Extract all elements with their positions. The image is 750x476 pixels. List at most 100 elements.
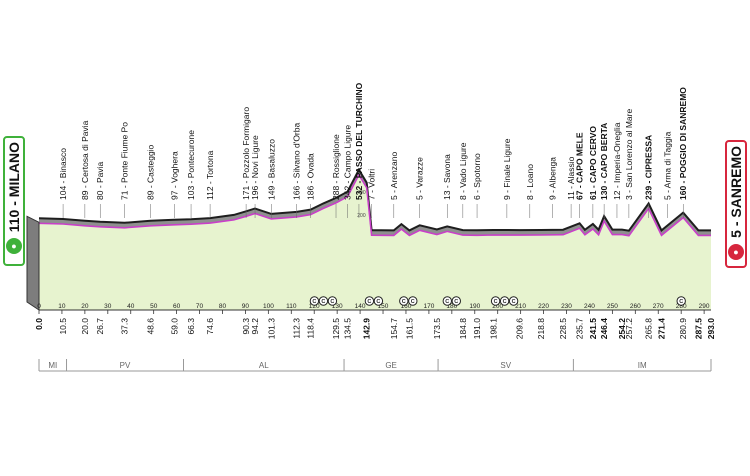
x-tick-label: 50 [150,303,158,310]
route-marker [399,296,409,306]
finish-badge: 5 - SANREMO ● [725,140,747,268]
regions-layer: MI PV AL GE SV IM [38,359,712,372]
x-tick-label: 210 [515,303,526,310]
distance-label: 154.7 [389,318,399,340]
x-tick-label: 250 [607,303,618,310]
alt-tick-label: 200 [357,213,366,219]
x-tick-label: 120 [309,303,320,310]
location-label: 112 - Tortona [205,150,215,200]
distance-label: 209.6 [515,318,525,340]
alt-tick-label: 400 [357,190,366,196]
distance-label: 265.8 [644,318,654,340]
distance-label: 10.5 [58,318,68,335]
region-label: IM [638,361,647,370]
location-label: 89 - Certosa di Pavia [80,120,90,200]
location-label: 6 - Spotorno [472,153,482,200]
distance-label: 37.3 [120,318,130,335]
x-tick-label: 130 [332,303,343,310]
ground-fill [39,173,711,310]
x-tick-label: 220 [538,303,549,310]
distance-label: 134.5 [343,318,353,340]
route-marker [309,296,320,306]
location-label: 9 - Finale Ligure [502,138,512,200]
x-tick-label: 30 [104,303,112,310]
route-marker-symbol: C [402,299,406,305]
distance-label: 142.9 [362,318,372,340]
location-label: 5 - Arma di Taggia [662,131,672,200]
x-tick-label: 170 [423,303,434,310]
region-label: SV [500,361,511,370]
x-tick-label: 40 [127,303,135,310]
region-label: GE [385,361,397,370]
location-label: 104 - Binasco [58,148,68,200]
route-marker [318,296,329,306]
distance-label: 280.9 [678,318,688,340]
location-label: 288 - Rossiglione [331,134,341,200]
region-label: AL [259,361,269,370]
location-label: 166 - Silvano d'Orba [292,123,302,200]
region-label: MI [48,361,57,370]
profile-layer [26,167,711,311]
location-label: 171 - Pozzolo Formigaro [241,107,251,200]
route-marker-symbol: C [376,299,380,305]
location-label: 103 - Pontecurone [186,130,196,200]
distance-label: 161.5 [404,318,414,340]
x-tick-label: 240 [584,303,595,310]
distance-label: 118.4 [306,318,316,339]
distance-label: 74.6 [205,318,215,335]
location-label: 239 - CIPRESSA [644,135,654,200]
distance-label: 254.2 [617,318,627,340]
location-label: 196 - Novi Ligure [250,135,260,200]
start-block [26,215,40,311]
x-tick-label: 80 [219,303,227,310]
distance-label: 246.4 [599,318,609,340]
distance-label: 191.0 [472,318,482,340]
location-label: 71 - Ponte Fiume Po [120,122,130,200]
location-label: 9 - Albenga [548,157,558,200]
location-label: 130 - CAPO BERTA [599,123,609,200]
distances-layer: 0.0 10.5 20.0 26.7 37.3 48.6 59.0 66.3 74.6 90.39… [34,318,716,340]
location-label: 3 - San Lorenzo al Mare [624,109,634,200]
distance-label: 66.3 [186,318,196,335]
x-tick-label: 190 [469,303,480,310]
region-label: PV [120,361,131,370]
route-marker-symbol: C [454,299,458,305]
distance-label: 271.4 [657,318,667,340]
x-tick-label: 200 [492,303,503,310]
locations-layer: 104 - Binasco 89 - Certosa di Pavia 80 - P… [58,82,688,218]
route-marker-symbol: C [494,299,498,305]
x-tick-label: 160 [401,303,412,310]
location-label: 12 - Imperia-Oneglia [612,122,622,200]
distance-label: 257.2 [624,318,634,340]
distance-label: 218.8 [536,318,546,340]
ground-layer [39,173,711,310]
location-label: 97 - Voghera [169,151,179,200]
profile-line [38,167,711,232]
location-label: 5 - Arenzano [389,152,399,200]
route-marker-symbol: C [679,299,683,305]
route-marker-symbol: C [445,299,449,305]
x-tick-label: 260 [630,303,641,310]
route-marker [490,296,501,306]
x-tick-label: 230 [561,303,572,310]
location-label: 13 - Savona [442,154,452,200]
distance-label: 90.3 [241,318,251,335]
x-tick-label: 20 [81,303,89,310]
x-tick-label: 100 [263,303,274,310]
distance-label: 228.5 [558,318,568,340]
route-marker [451,296,461,306]
location-label: 532 - PASSO DEL TURCHINO [354,82,364,200]
distance-label: 235.7 [575,318,585,340]
distance-label: 287.5 [693,318,703,340]
x-tick-label: 10 [58,303,66,310]
route-marker-symbol: C [367,299,371,305]
location-label: 61 - CAPO CERVO [588,126,598,200]
route-marker-symbol: C [512,299,516,305]
location-label: 342 - Campo Ligure [343,125,353,200]
location-label: 7 - Voltri [367,169,377,200]
distance-label: 198.1 [488,318,498,340]
route-marker [442,296,452,306]
location-label: 67 - CAPO MELE [575,132,585,200]
